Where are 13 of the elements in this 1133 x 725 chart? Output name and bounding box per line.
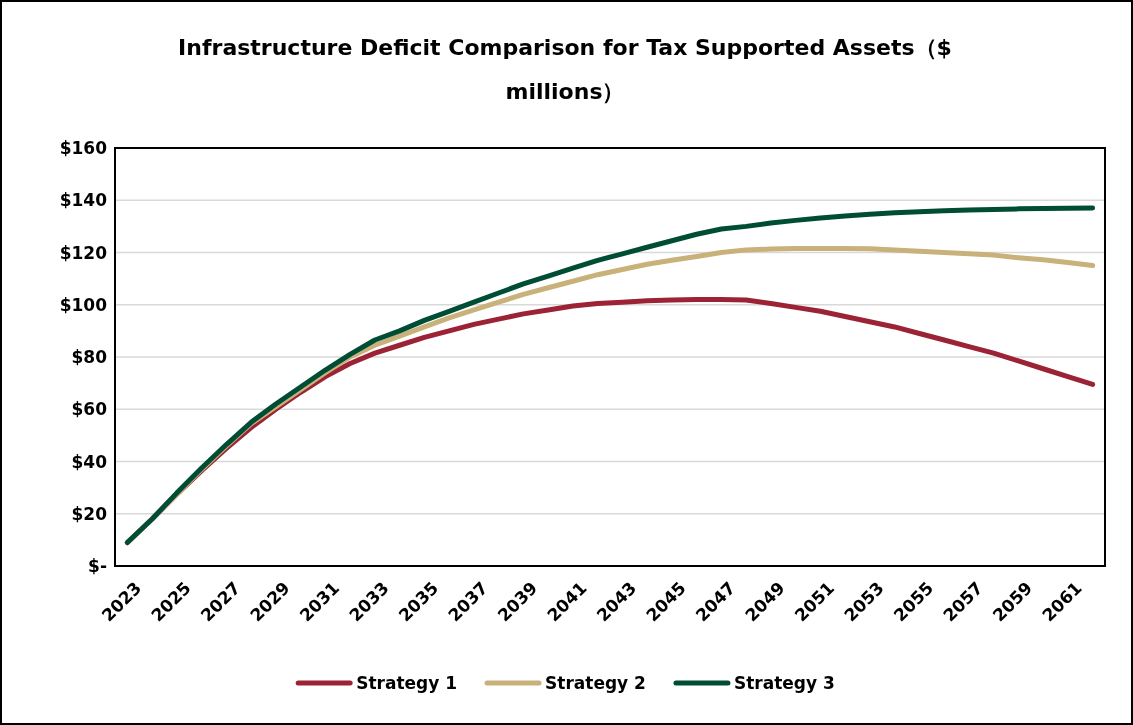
- y-tick-label: $160: [59, 138, 108, 158]
- y-tick-label: $20: [71, 503, 108, 524]
- legend-label: Strategy 3: [733, 673, 835, 693]
- y-tick-label: $140: [59, 190, 108, 211]
- y-tick-label: $60: [71, 399, 108, 420]
- legend-label: Strategy 1: [356, 673, 458, 693]
- chart-title: Infrastructure Deficit Comparison for Tax Supported Assets（$ millions）: [177, 34, 953, 106]
- y-tick-label: $80: [71, 347, 108, 367]
- y-tick-label: $120: [59, 242, 108, 263]
- y-tick-label: $-: [88, 556, 107, 576]
- y-tick-label: $40: [71, 451, 108, 472]
- y-tick-label: $100: [59, 294, 108, 315]
- legend-label: Strategy 2: [545, 673, 646, 693]
